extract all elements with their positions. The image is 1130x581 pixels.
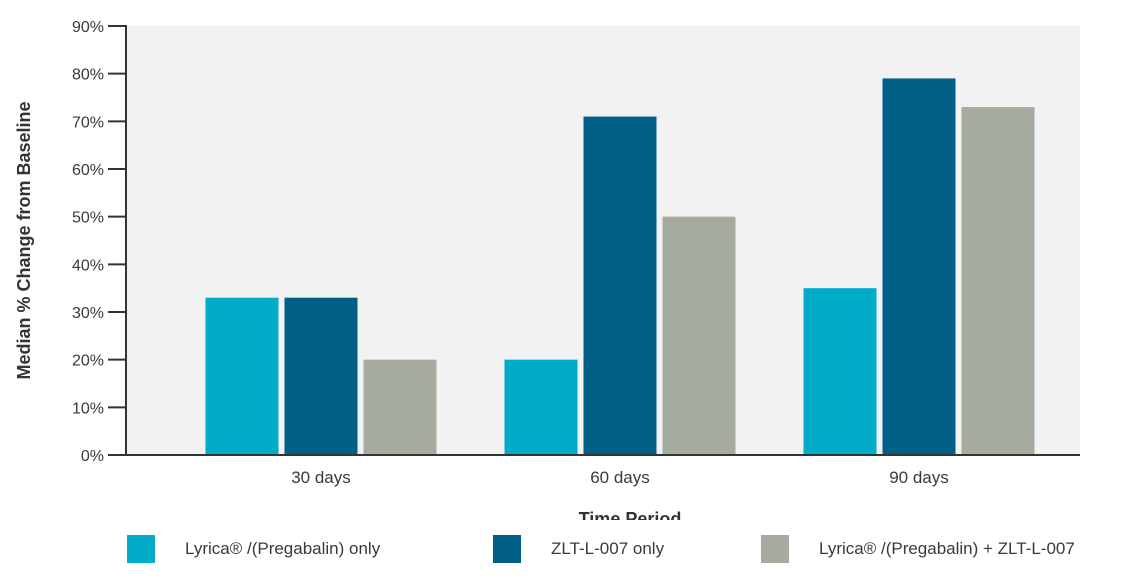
x-tick-label: 60 days [590, 468, 650, 487]
legend-label-zlt: ZLT-L-007 only [551, 539, 665, 558]
y-tick-label: 40% [72, 257, 104, 274]
bar-60-days-series-2 [583, 116, 657, 456]
y-tick-label: 90% [72, 19, 104, 36]
x-tick-label: 90 days [889, 468, 949, 487]
legend-swatch-lyrica [127, 535, 155, 563]
legend-swatch-combo [761, 535, 789, 563]
legend-swatch-zlt [493, 535, 521, 563]
y-tick-label: 60% [72, 162, 104, 179]
y-tick-label: 80% [72, 67, 104, 84]
bars [205, 78, 1035, 456]
bar-60-days-series-3 [662, 216, 736, 455]
bar-30-days-series-1 [205, 297, 279, 455]
legend: Lyrica® /(Pregabalin) only ZLT-L-007 onl… [0, 531, 1130, 567]
bar-60-days-series-1 [504, 359, 578, 455]
bar-30-days-series-3 [363, 359, 437, 455]
y-axis-title: Median % Change from Baseline [14, 101, 34, 379]
x-axis-title: Time Period [579, 509, 682, 520]
y-tick-label: 30% [72, 305, 104, 322]
legend-item-zlt: ZLT-L-007 only [493, 531, 664, 567]
bar-90-days-series-3 [961, 107, 1035, 456]
y-tick-label: 0% [81, 448, 104, 465]
legend-label-lyrica: Lyrica® /(Pregabalin) only [185, 539, 381, 558]
y-tick-label: 70% [72, 114, 104, 131]
y-axis-ticks: 0% 10% 20% 30% 40% 50% 60% 70% 80% 90% [72, 19, 126, 465]
bar-chart: 0% 10% 20% 30% 40% 50% 60% 70% 80% 90% 30 days 60 … [14, 19, 1080, 520]
bar-30-days-series-2 [284, 297, 358, 455]
x-tick-label: 30 days [291, 468, 351, 487]
y-tick-label: 20% [72, 353, 104, 370]
y-tick-label: 50% [72, 210, 104, 227]
bar-90-days-series-2 [882, 78, 956, 455]
legend-item-combo: Lyrica® /(Pregabalin) + ZLT-L-007 [761, 531, 1075, 567]
x-axis-ticks: 30 days 60 days 90 days [291, 468, 949, 487]
legend-label-combo: Lyrica® /(Pregabalin) + ZLT-L-007 [819, 539, 1075, 558]
bar-90-days-series-1 [803, 288, 877, 455]
legend-item-lyrica: Lyrica® /(Pregabalin) only [127, 531, 380, 567]
y-tick-label: 10% [72, 400, 104, 417]
